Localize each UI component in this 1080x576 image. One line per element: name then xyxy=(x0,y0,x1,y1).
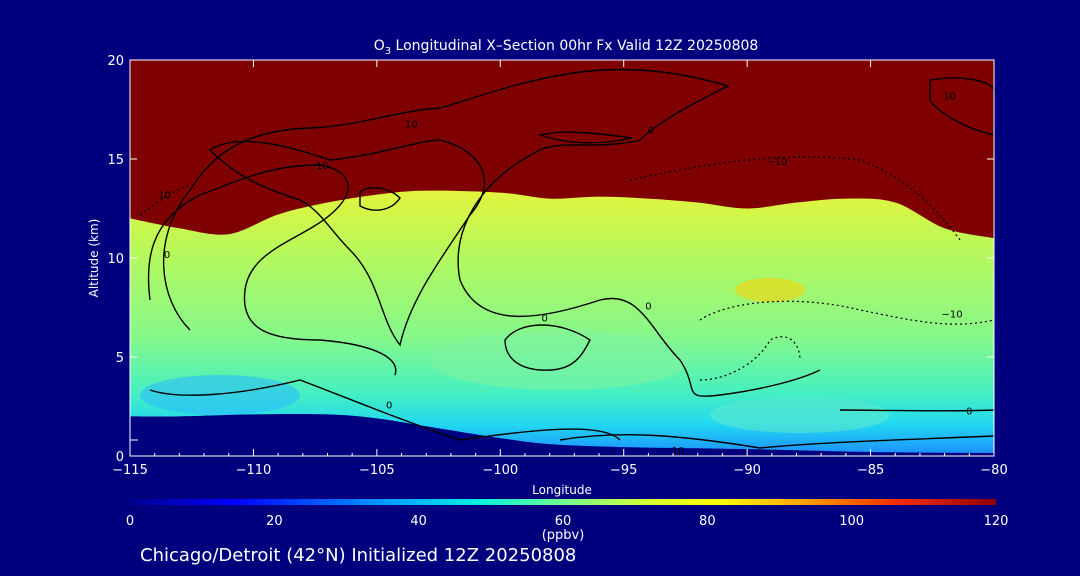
y-tick-label: 10 xyxy=(107,252,124,267)
colorbar-tick-label: 80 xyxy=(699,514,716,529)
colorbar-tick-label: 120 xyxy=(984,514,1009,529)
ozone-low-pocket xyxy=(710,397,890,433)
contour-label: 0 xyxy=(386,400,392,411)
contour-line xyxy=(559,434,994,449)
contour-label: 0 xyxy=(542,313,548,324)
stratosphere-region xyxy=(130,60,994,239)
y-tick-label: 0 xyxy=(116,450,124,465)
below-surface-region xyxy=(130,414,994,456)
contour-label: −10 xyxy=(766,157,787,168)
y-tick-label: 20 xyxy=(107,54,124,69)
y-axis: 0 5 10 15 20 xyxy=(107,54,994,465)
x-axis: −115 −110 −105 −100 −95 −90 −85 −80 xyxy=(112,60,1008,478)
contour-label: 0 xyxy=(645,301,651,312)
colorbar-tick-label: 0 xyxy=(126,514,134,529)
ozone-low-pocket xyxy=(140,375,300,415)
contour-line xyxy=(147,164,397,376)
colorbar-units: (ppbv) xyxy=(542,528,585,543)
ozone-low-pocket xyxy=(430,330,690,390)
footer-caption: Chicago/Detroit (42°N) Initialized 12Z 2… xyxy=(140,545,576,566)
y-tick-label: 15 xyxy=(107,153,124,168)
contour-label: 10 xyxy=(158,191,171,202)
contour-line xyxy=(359,187,401,211)
colorbar-tick-label: 40 xyxy=(410,514,427,529)
y-tick-label: 5 xyxy=(116,351,124,366)
contour-label: 0 xyxy=(648,125,654,136)
contour-line xyxy=(149,379,621,441)
x-tick-label: −80 xyxy=(980,463,1007,478)
contour-line xyxy=(839,409,994,412)
y-axis-label: Altitude (km) xyxy=(87,219,101,298)
x-tick-label: −115 xyxy=(112,463,148,478)
x-tick-label: −105 xyxy=(359,463,395,478)
colorbar-ticks: 0 20 40 60 80 100 120 xyxy=(126,514,1009,529)
contour-label: 10 xyxy=(316,161,329,172)
contour-label: 10 xyxy=(672,446,685,457)
chart-title: O3 Longitudinal X–Section 00hr Fx Valid … xyxy=(374,38,759,57)
contour-line xyxy=(208,139,486,347)
x-tick-label: −110 xyxy=(236,463,272,478)
contour-line xyxy=(162,68,821,397)
contour-label: 10 xyxy=(405,119,418,130)
contour-line xyxy=(929,77,994,136)
contour-line-dashed xyxy=(139,184,191,216)
contour-line xyxy=(504,324,591,371)
contour-line xyxy=(537,131,633,144)
colorbar xyxy=(130,499,996,505)
x-axis-label: Longitude xyxy=(532,483,592,497)
x-tick-label: −90 xyxy=(733,463,760,478)
ozone-high-pocket xyxy=(735,278,805,302)
contour-label: 0 xyxy=(966,406,972,417)
contour-line-dashed xyxy=(629,156,961,241)
contour-label: 0 xyxy=(164,250,170,261)
x-tick-label: −100 xyxy=(482,463,518,478)
x-tick-label: −85 xyxy=(857,463,884,478)
contour-label: 10 xyxy=(943,92,956,103)
contour-labels: 10 10 10 0 0 0 0 0 −10 −10 10 10 0 xyxy=(158,92,972,457)
plot-area: 10 10 10 0 0 0 0 0 −10 −10 10 10 0 xyxy=(130,60,994,457)
x-tick-label: −95 xyxy=(610,463,637,478)
colorbar-tick-label: 20 xyxy=(266,514,283,529)
contour-lines xyxy=(147,68,994,449)
colorbar-tick-label: 60 xyxy=(555,514,572,529)
colorbar-tick-label: 100 xyxy=(839,514,864,529)
negative-contours xyxy=(139,156,994,381)
contour-label: −10 xyxy=(941,309,962,320)
